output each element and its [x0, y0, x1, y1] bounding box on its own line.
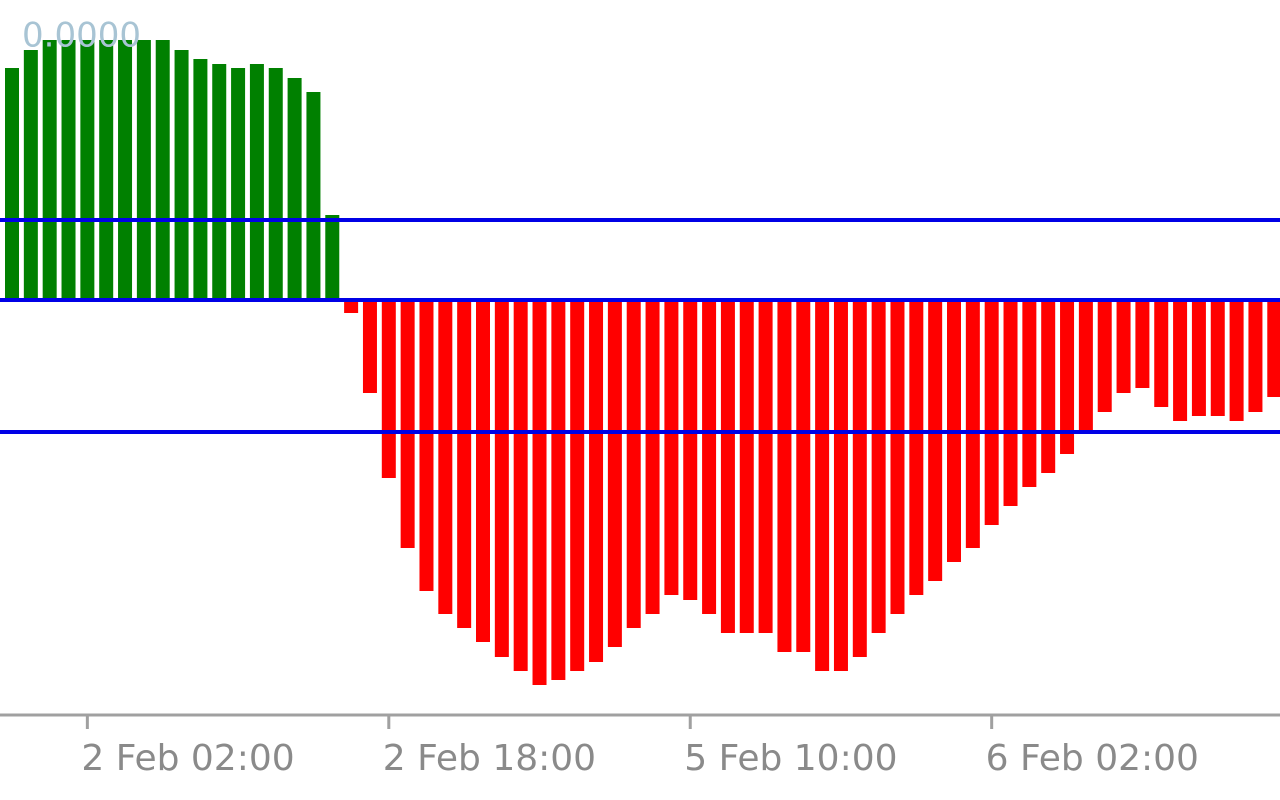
bar — [212, 64, 227, 300]
bar — [777, 300, 792, 652]
bar — [231, 68, 246, 300]
bar — [833, 300, 848, 671]
bar — [1078, 300, 1093, 431]
bar — [1060, 300, 1075, 454]
x-tick-label: 2 Feb 02:00 — [81, 738, 294, 779]
bar — [1041, 300, 1056, 473]
bar — [1154, 300, 1169, 407]
bar — [1116, 300, 1131, 393]
bar — [965, 300, 980, 548]
x-tick-label: 5 Feb 10:00 — [684, 738, 897, 779]
bar — [249, 64, 264, 300]
bar — [532, 300, 547, 685]
bar — [513, 300, 528, 671]
bar — [739, 300, 754, 633]
bar — [1135, 300, 1150, 388]
bar — [1248, 300, 1263, 412]
bar — [720, 300, 735, 633]
bar — [400, 300, 415, 548]
bar — [306, 92, 321, 300]
bar — [325, 215, 340, 300]
bar — [1229, 300, 1244, 421]
bar — [909, 300, 924, 595]
bar — [815, 300, 830, 671]
bar — [1267, 300, 1280, 397]
bar — [683, 300, 698, 600]
bar — [268, 68, 283, 300]
bar — [928, 300, 943, 581]
bar — [570, 300, 585, 671]
bar — [607, 300, 622, 647]
bar — [174, 50, 189, 300]
bar — [5, 68, 19, 300]
x-tick-label: 2 Feb 18:00 — [383, 738, 596, 779]
bar — [136, 40, 151, 300]
bar — [871, 300, 886, 633]
bar — [476, 300, 490, 642]
bar — [1191, 300, 1206, 416]
bar — [61, 40, 76, 300]
bar — [1022, 300, 1037, 487]
plot: 2 Feb 02:00 2 Feb 18:00 5 Feb 10:00 6 Feb 0… — [0, 40, 1280, 779]
x-tick-label: 6 Feb 02:00 — [986, 738, 1199, 779]
bar — [626, 300, 641, 628]
bar — [362, 300, 377, 393]
bar — [80, 40, 95, 300]
bar — [702, 300, 717, 614]
bar — [589, 300, 604, 662]
bar — [344, 300, 359, 313]
bar — [438, 300, 453, 614]
bar — [1097, 300, 1112, 412]
bar — [99, 40, 114, 300]
bar — [664, 300, 679, 595]
bar — [118, 40, 133, 300]
bar — [42, 40, 57, 300]
bar — [1210, 300, 1225, 416]
bar — [890, 300, 905, 614]
indicator-value: 0.0000 — [22, 16, 141, 56]
bar — [645, 300, 660, 614]
bar — [796, 300, 811, 652]
bar — [494, 300, 509, 657]
bar — [758, 300, 773, 633]
bar — [419, 300, 434, 591]
bar — [193, 59, 208, 300]
bar — [852, 300, 867, 657]
bar — [381, 300, 396, 478]
bar — [1173, 300, 1188, 421]
bar — [1003, 300, 1018, 506]
bar — [457, 300, 472, 628]
bar — [155, 40, 170, 300]
bar — [984, 300, 999, 525]
bar — [551, 300, 566, 680]
bar — [287, 78, 302, 300]
bar — [23, 50, 38, 300]
